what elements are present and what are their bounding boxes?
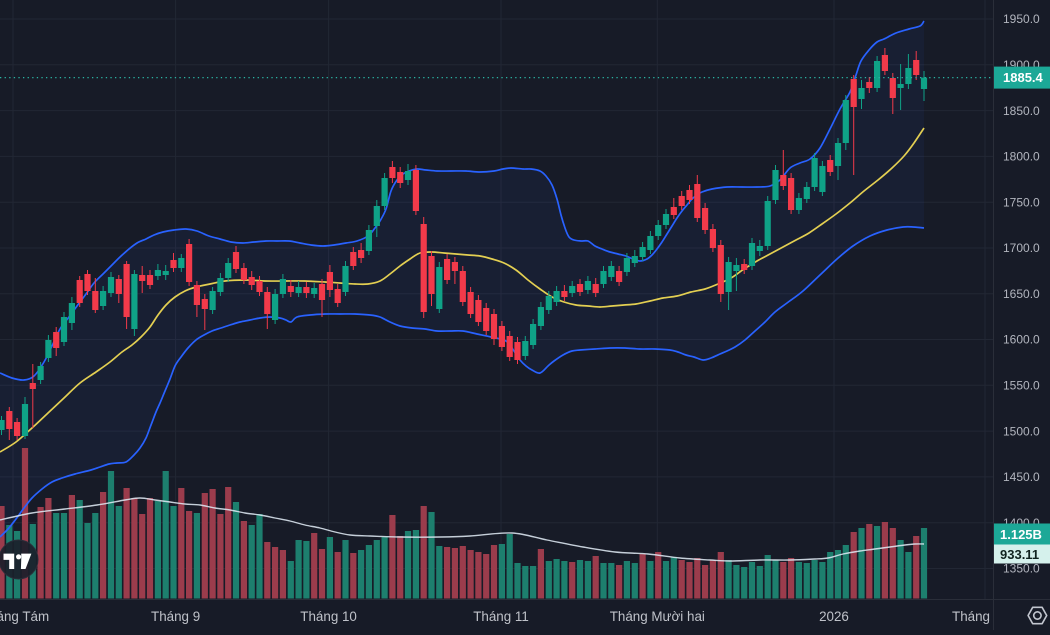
svg-text:1750.0: 1750.0	[1003, 195, 1040, 209]
svg-text:1350.0: 1350.0	[1003, 562, 1040, 576]
svg-text:1700.0: 1700.0	[1003, 241, 1040, 255]
svg-text:1550.0: 1550.0	[1003, 379, 1040, 393]
svg-text:1800.0: 1800.0	[1003, 150, 1040, 164]
svg-text:1950.0: 1950.0	[1003, 12, 1040, 26]
svg-text:Tháng 10: Tháng 10	[300, 609, 357, 624]
svg-text:933.11: 933.11	[1000, 547, 1039, 562]
svg-text:1650.0: 1650.0	[1003, 287, 1040, 301]
svg-text:Tháng Tám: Tháng Tám	[0, 609, 49, 624]
svg-text:Tháng Mười hai: Tháng Mười hai	[610, 609, 705, 624]
svg-text:1600.0: 1600.0	[1003, 333, 1040, 347]
svg-text:2026: 2026	[819, 609, 849, 624]
svg-text:1450.0: 1450.0	[1003, 470, 1040, 484]
svg-text:1885.4: 1885.4	[1003, 70, 1044, 85]
svg-text:1850.0: 1850.0	[1003, 104, 1040, 118]
svg-text:Tháng 9: Tháng 9	[151, 609, 200, 624]
svg-text:1.125B: 1.125B	[1000, 527, 1042, 542]
svg-text:1500.0: 1500.0	[1003, 424, 1040, 438]
svg-text:Tháng 11: Tháng 11	[473, 609, 529, 624]
svg-text:Tháng: Tháng	[952, 609, 990, 624]
